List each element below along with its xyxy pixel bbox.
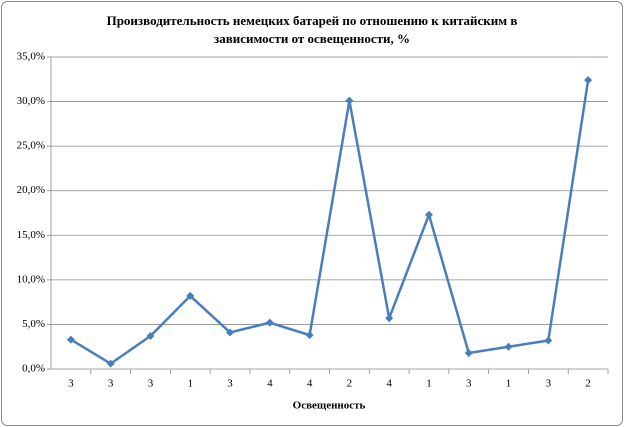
x-tick-label: 3 <box>546 378 552 390</box>
x-tick-label: 1 <box>188 378 194 390</box>
x-tick-label: 2 <box>585 378 591 390</box>
x-tick-label: 4 <box>386 378 392 390</box>
x-tick-label: 3 <box>68 378 74 390</box>
x-tick-label: 1 <box>426 378 432 390</box>
x-tick-label: 3 <box>227 378 233 390</box>
y-tick-label: 15,0% <box>17 229 45 241</box>
x-tick-label: 2 <box>347 378 353 390</box>
data-point <box>464 348 473 357</box>
y-tick-label: 0,0% <box>22 363 45 375</box>
data-point <box>544 336 553 345</box>
data-point <box>226 328 235 337</box>
data-point <box>106 359 115 368</box>
y-tick-label: 20,0% <box>17 184 45 196</box>
data-point <box>584 76 593 85</box>
data-point <box>385 314 394 323</box>
x-tick-label: 3 <box>108 378 114 390</box>
data-point <box>146 332 155 341</box>
data-point <box>265 318 274 327</box>
data-point <box>305 331 314 340</box>
data-point <box>186 291 195 300</box>
x-tick-label: 3 <box>148 378 154 390</box>
chart-title: Производительность немецких батарей по о… <box>106 13 518 46</box>
x-tick-label: 4 <box>267 378 273 390</box>
data-line <box>70 79 590 365</box>
data-point <box>345 96 354 105</box>
data-point <box>504 342 513 351</box>
y-tick-label: 10,0% <box>17 273 45 285</box>
x-tick-label: 4 <box>307 378 313 390</box>
y-tick-label: 35,0% <box>17 51 45 63</box>
y-tick-label: 5,0% <box>22 318 45 330</box>
y-tick-label: 30,0% <box>17 95 45 107</box>
x-tick-label: 1 <box>506 378 512 390</box>
y-tick-label: 25,0% <box>17 140 45 152</box>
x-tick-label: 3 <box>466 378 472 390</box>
data-point <box>66 335 75 344</box>
data-point <box>424 210 433 219</box>
x-axis-title: Освещенность <box>293 400 366 412</box>
